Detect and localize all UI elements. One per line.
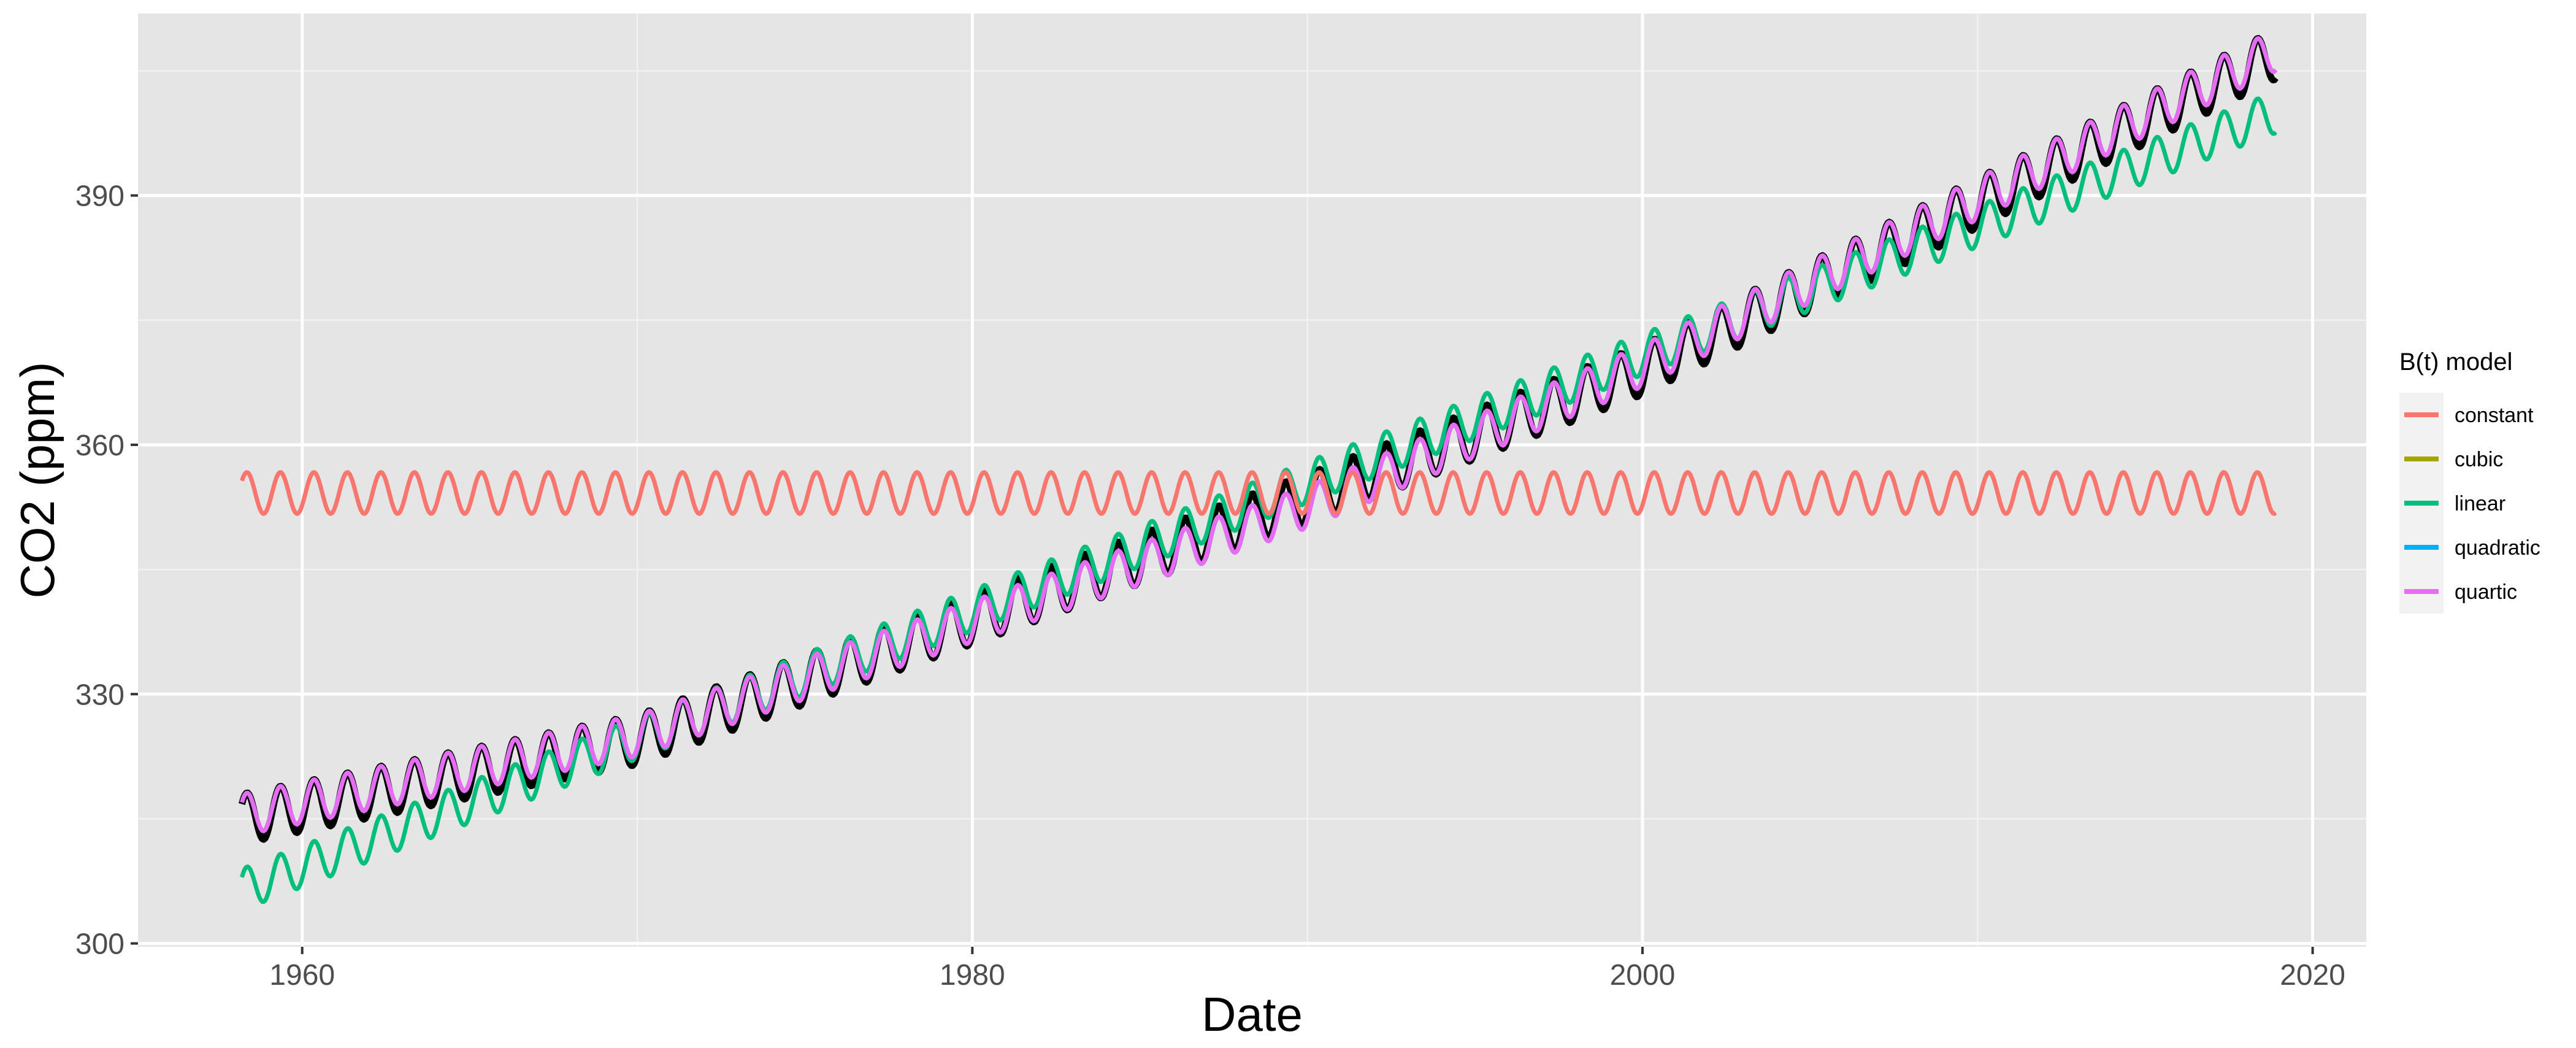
x-tick-label: 1980 xyxy=(940,959,1005,992)
y-tick-label: 330 xyxy=(75,679,125,711)
legend-label-quadratic: quadratic xyxy=(2455,536,2540,560)
series-line-constant xyxy=(240,470,2277,516)
axes: 1960 1980 2000 2020 300 330 360 390 xyxy=(75,180,2345,992)
series-line-quartic xyxy=(240,36,2278,833)
y-tick-label: 390 xyxy=(75,180,125,213)
legend-label-constant: constant xyxy=(2455,404,2534,427)
legend-title: B(t) model xyxy=(2399,349,2513,376)
legend-label-quartic: quartic xyxy=(2455,580,2517,604)
x-tick-label: 1960 xyxy=(269,959,335,992)
grid-minor xyxy=(138,13,2366,947)
x-axis-title: Date xyxy=(1202,987,1303,1041)
x-tick-label: 2020 xyxy=(2280,959,2345,992)
y-tick-label: 360 xyxy=(75,430,125,462)
legend-label-linear: linear xyxy=(2455,492,2505,515)
legend-label-cubic: cubic xyxy=(2455,448,2503,471)
y-tick-label: 300 xyxy=(75,928,125,961)
series-lines xyxy=(239,35,2279,904)
grid-major xyxy=(138,13,2366,947)
y-axis-title: CO2 (ppm) xyxy=(10,362,64,599)
x-tick-label: 2000 xyxy=(1610,959,1676,992)
legend: B(t) model constant cubic linear quadratic q… xyxy=(2399,349,2540,614)
